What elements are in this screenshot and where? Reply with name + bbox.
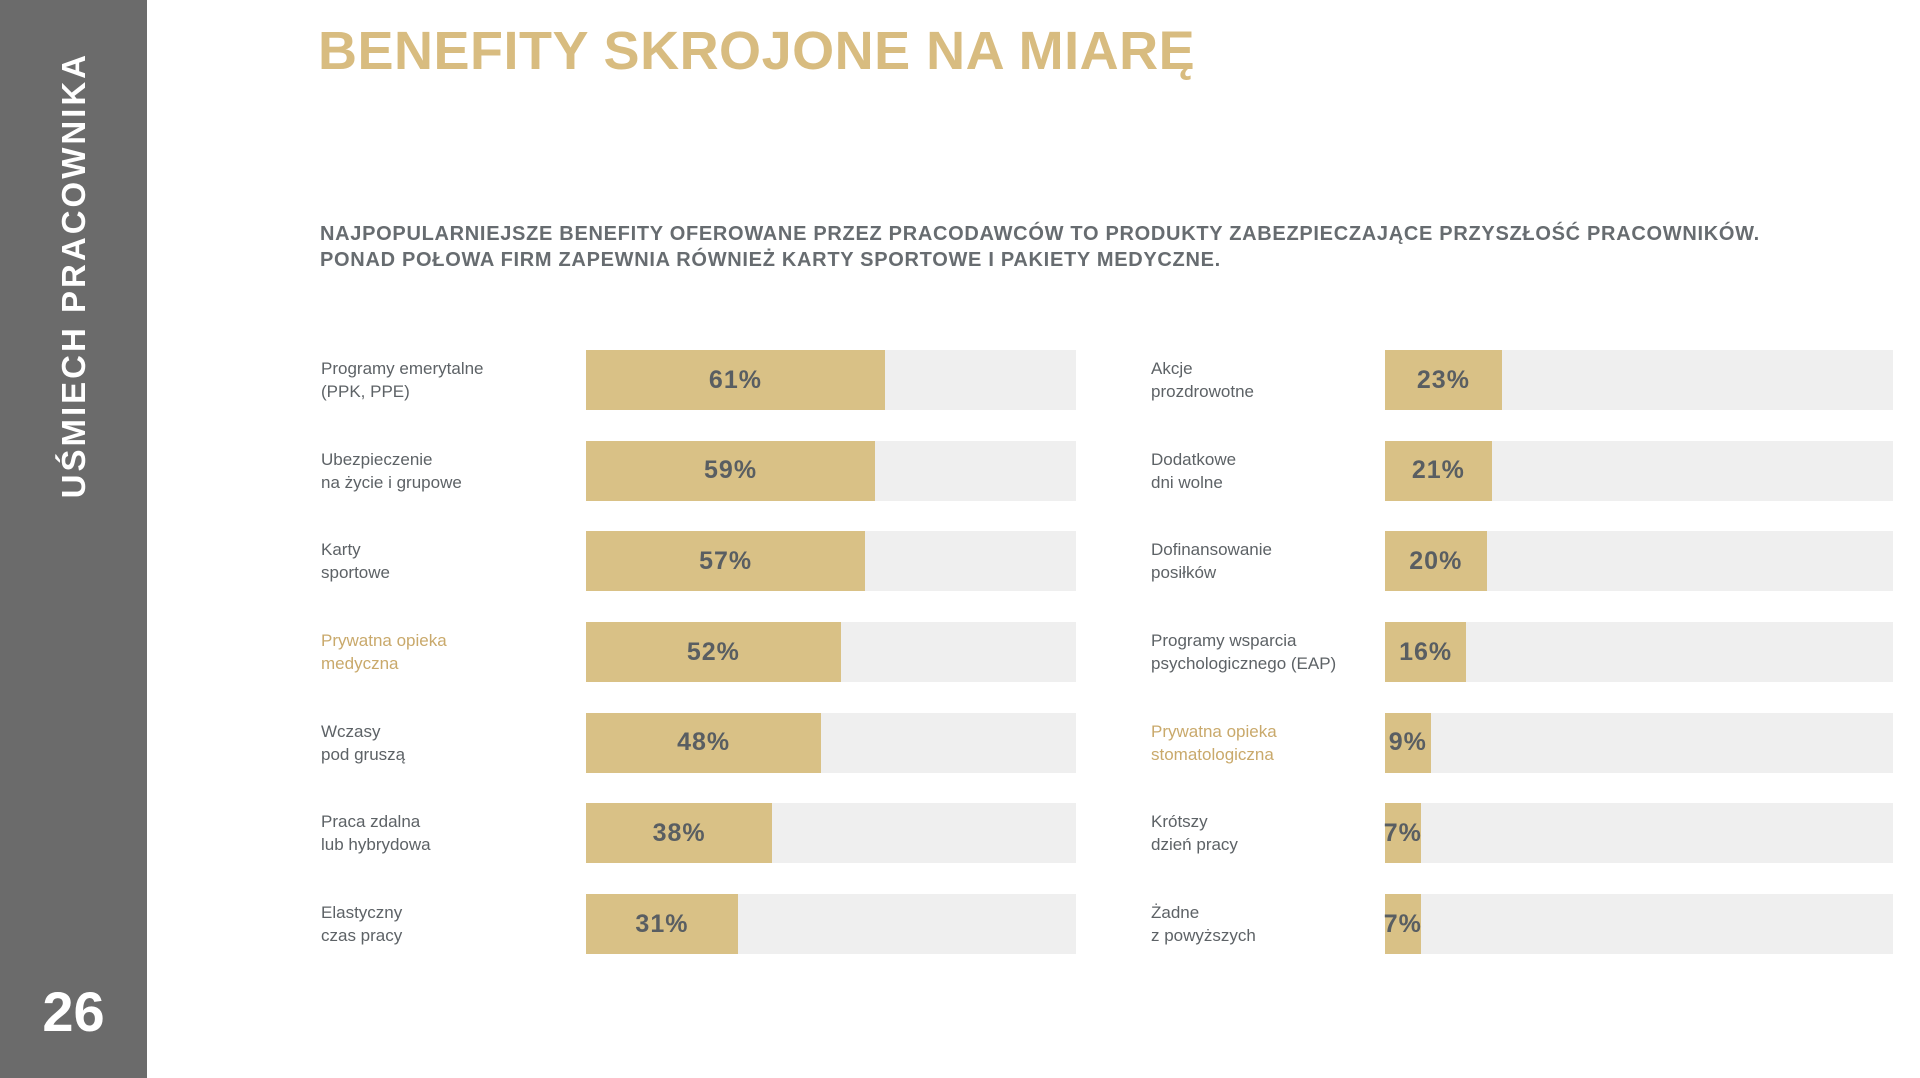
bar-fill: 31% xyxy=(586,894,738,955)
bar-fill: 61% xyxy=(586,350,885,410)
bar-value-label: 23% xyxy=(1416,365,1470,394)
bar-fill: 21% xyxy=(1385,440,1492,501)
bar-value-label: 38% xyxy=(652,818,706,847)
chart-row: Akcje prozdrowotne 23% xyxy=(1151,350,1893,410)
bar-track: 7% xyxy=(1383,803,1893,864)
bar-track: 57% xyxy=(586,531,1076,592)
subtitle-line-2: PONAD POŁOWA FIRM ZAPEWNIA RÓWNIEŻ KARTY… xyxy=(320,249,1221,271)
bar-track: 16% xyxy=(1385,622,1893,683)
bar-fill: 16% xyxy=(1385,622,1467,683)
bar-fill: 7% xyxy=(1383,803,1422,864)
bar-track: 52% xyxy=(586,622,1076,683)
bar-value-label: 31% xyxy=(635,909,689,938)
bar-value-label: 57% xyxy=(699,546,753,575)
bar-track: 61% xyxy=(586,350,1076,410)
bar-value-label: 20% xyxy=(1409,546,1463,575)
chart-row: Wczasy pod gruszą 48% xyxy=(321,712,1076,773)
bar-label: Żadne z powyższych xyxy=(1151,903,1256,946)
bar-label: Prywatna opieka stomatologiczna xyxy=(1151,721,1277,764)
chart-row: Praca zdalna lub hybrydowa 38% xyxy=(321,803,1076,864)
bar-fill: 52% xyxy=(586,622,841,683)
bar-value-label: 48% xyxy=(677,728,731,757)
chart-column-right: Akcje prozdrowotne 23% Dodatkowe dni wolne… xyxy=(1151,350,1893,955)
bar-value-label: 59% xyxy=(704,456,758,485)
bar-track: 9% xyxy=(1385,712,1893,773)
page-number: 26 xyxy=(42,980,105,1043)
bar-track: 7% xyxy=(1383,894,1893,955)
bar-fill: 23% xyxy=(1385,350,1502,410)
bar-fill: 7% xyxy=(1383,894,1422,955)
chart-row: Elastyczny czas pracy 31% xyxy=(321,894,1076,955)
bar-track: 20% xyxy=(1385,531,1893,592)
chart-row: Prywatna opieka medyczna 52% xyxy=(321,622,1076,683)
bar-label: Krótszy dzień pracy xyxy=(1151,812,1238,855)
bar-value-label: 9% xyxy=(1388,728,1427,757)
bar-track: 21% xyxy=(1385,440,1893,501)
bar-label: Prywatna opieka medyczna xyxy=(321,631,447,674)
slide-subtitle: NAJPOPULARNIEJSZE BENEFITY OFEROWANE PRZ… xyxy=(320,221,1760,273)
chart-row: Programy emerytalne (PPK, PPE) 61% xyxy=(321,350,1076,410)
chart-row: Ubezpieczenie na życie i grupowe 59% xyxy=(321,440,1076,501)
bar-value-label: 16% xyxy=(1399,637,1453,666)
bar-label: Dodatkowe dni wolne xyxy=(1151,449,1237,492)
chart-row: Programy wsparcia psychologicznego (EAP)… xyxy=(1151,622,1893,683)
subtitle-line-1: NAJPOPULARNIEJSZE BENEFITY OFEROWANE PRZ… xyxy=(320,223,1760,245)
bar-label: Programy wsparcia psychologicznego (EAP) xyxy=(1151,631,1337,674)
chart-row: Krótszy dzień pracy 7% xyxy=(1151,803,1893,864)
chart-row: Dodatkowe dni wolne 21% xyxy=(1151,440,1893,501)
bar-label: Dofinansowanie posiłków xyxy=(1151,540,1272,583)
bar-fill: 57% xyxy=(586,531,866,592)
bar-track: 38% xyxy=(586,803,1076,864)
bar-fill: 9% xyxy=(1385,712,1431,773)
chart-row: Prywatna opieka stomatologiczna 9% xyxy=(1151,712,1893,773)
bar-label: Wczasy pod gruszą xyxy=(321,721,406,764)
bar-value-label: 52% xyxy=(686,637,740,666)
chart-row: Żadne z powyższych 7% xyxy=(1151,894,1893,955)
bar-track: 59% xyxy=(586,440,1076,501)
bar-track: 48% xyxy=(586,712,1076,773)
bar-label: Karty sportowe xyxy=(321,540,390,583)
bar-value-label: 7% xyxy=(1383,818,1422,847)
chart-row: Karty sportowe 57% xyxy=(321,531,1076,592)
bar-label: Programy emerytalne (PPK, PPE) xyxy=(321,359,484,401)
bar-track: 23% xyxy=(1385,350,1893,410)
bar-value-label: 61% xyxy=(708,365,762,394)
page-title: BENEFITY SKROJONE NA MIARĘ xyxy=(318,21,1196,81)
bar-label: Akcje prozdrowotne xyxy=(1151,359,1255,401)
bar-label: Ubezpieczenie na życie i grupowe xyxy=(321,449,462,492)
bar-label: Praca zdalna lub hybrydowa xyxy=(321,812,431,855)
sidebar: UŚMIECH PRACOWNIKA 26 xyxy=(0,0,147,1078)
bar-fill: 59% xyxy=(586,440,876,501)
bar-track: 31% xyxy=(586,894,1076,955)
sidebar-vertical-label: UŚMIECH PRACOWNIKA xyxy=(54,52,92,499)
bar-label: Elastyczny czas pracy xyxy=(321,903,403,946)
bar-value-label: 7% xyxy=(1383,909,1422,938)
bar-fill: 48% xyxy=(586,712,822,773)
bar-fill: 20% xyxy=(1385,531,1487,592)
bar-value-label: 21% xyxy=(1411,456,1465,485)
chart-row: Dofinansowanie posiłków 20% xyxy=(1151,531,1893,592)
bar-fill: 38% xyxy=(586,803,773,864)
chart-column-left: Programy emerytalne (PPK, PPE) 61% Ubezpie… xyxy=(321,350,1076,955)
